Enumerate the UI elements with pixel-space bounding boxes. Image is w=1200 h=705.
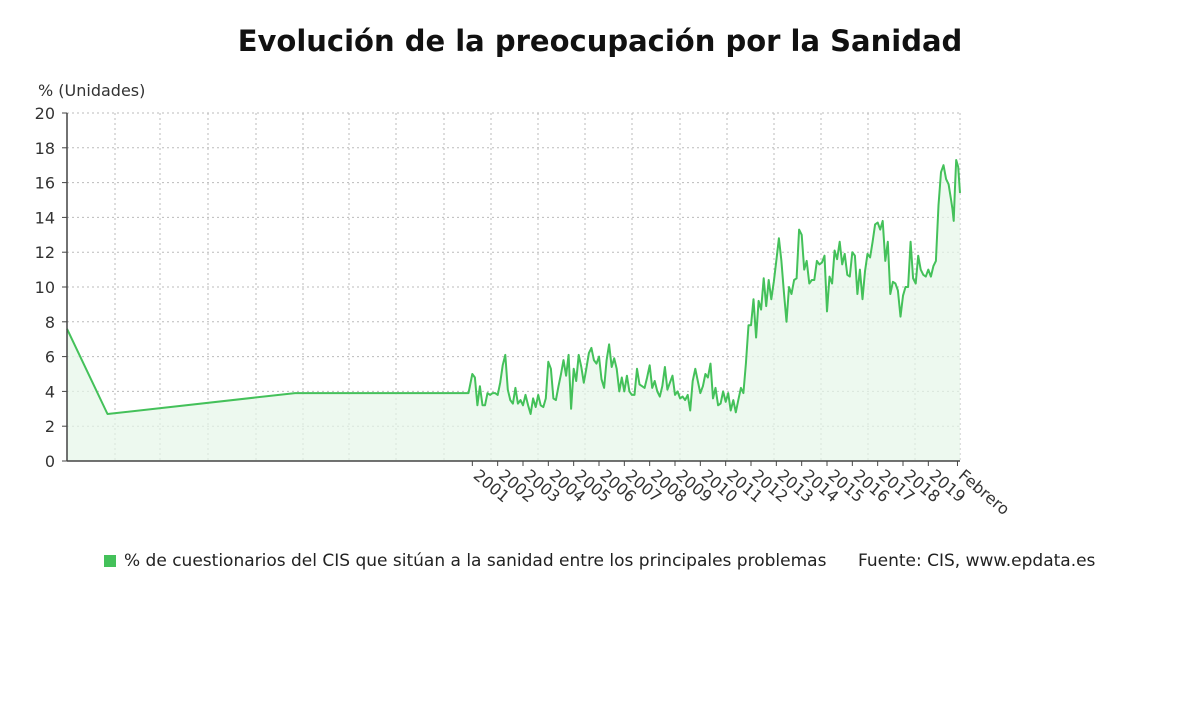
series-lines [66, 159, 961, 415]
y-tick-label: 16 [35, 174, 55, 193]
source-note: Fuente: CIS, www.epdata.es [858, 551, 1096, 571]
axes [62, 112, 960, 466]
y-tick-label: 6 [45, 348, 55, 367]
y-tick-label: 8 [45, 313, 55, 332]
y-tick-label: 20 [35, 104, 55, 123]
legend-label: % de cuestionarios del CIS que sitúan a … [124, 551, 827, 571]
y-tick-labels: 0 2 4 6 8 10 12 14 16 18 20 [35, 104, 55, 471]
y-tick-label: 18 [35, 139, 55, 158]
y-axis-label: % (Unidades) [38, 81, 146, 100]
legend: % de cuestionarios del CIS que sitúan a … [104, 551, 826, 571]
y-tick-label: 12 [35, 243, 55, 262]
y-tick-label: 2 [45, 417, 55, 436]
legend-swatch [104, 555, 116, 567]
x-tick-labels: 2001200220032004200520062007200820092010… [470, 466, 1014, 519]
y-tick-label: 10 [35, 278, 55, 297]
series-line [66, 159, 961, 415]
y-tick-label: 14 [35, 208, 55, 227]
y-tick-label: 4 [45, 382, 55, 401]
y-tick-label: 0 [45, 452, 55, 471]
chart-title: Evolución de la preocupación por la Sani… [237, 24, 963, 58]
